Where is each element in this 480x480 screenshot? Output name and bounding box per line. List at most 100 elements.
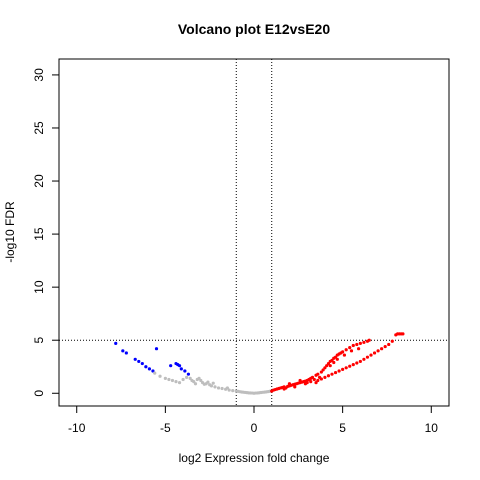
data-point-up xyxy=(383,344,387,349)
data-point-up xyxy=(355,361,359,365)
data-point-down xyxy=(147,367,152,371)
y-tick-label: 0 xyxy=(32,390,46,397)
data-point-down xyxy=(177,364,182,368)
data-point-up xyxy=(333,370,338,375)
data-point-not_significant xyxy=(197,376,201,381)
data-point-not_significant xyxy=(177,381,182,385)
data-point-not_significant xyxy=(209,384,214,388)
y-tick-label: 10 xyxy=(32,280,46,294)
y-axis-label: -log10 FDR xyxy=(3,201,17,263)
data-point-down xyxy=(137,359,141,364)
data-point-down xyxy=(114,341,118,345)
data-point-up xyxy=(367,338,371,342)
data-point-not_significant xyxy=(220,386,224,391)
data-point-not_significant xyxy=(199,378,203,383)
data-point-down xyxy=(151,369,155,373)
x-tick-label: 10 xyxy=(425,421,439,435)
data-point-down xyxy=(133,357,137,361)
data-point-down xyxy=(121,349,125,353)
data-point-up xyxy=(319,377,323,381)
data-point-up xyxy=(362,357,366,361)
data-point-down xyxy=(169,364,173,368)
data-point-up xyxy=(387,342,391,347)
data-points xyxy=(114,332,405,395)
y-tick-label: 25 xyxy=(32,121,46,135)
data-point-up xyxy=(323,375,327,379)
data-point-up xyxy=(351,343,355,348)
data-point-up xyxy=(358,359,362,364)
data-point-not_significant xyxy=(216,386,221,390)
data-point-not_significant xyxy=(153,371,157,375)
data-point-up xyxy=(293,385,297,389)
data-point-up xyxy=(321,368,325,372)
data-point-not_significant xyxy=(206,380,210,384)
data-point-not_significant xyxy=(193,382,198,386)
data-point-up xyxy=(351,363,355,367)
data-point-not_significant xyxy=(192,379,196,384)
data-point-up xyxy=(376,349,380,353)
data-point-up xyxy=(316,378,320,383)
data-point-not_significant xyxy=(167,377,171,382)
data-point-not_significant xyxy=(231,389,235,393)
reference-lines xyxy=(59,59,449,406)
x-axis: -10 -5 0 5 10 xyxy=(68,405,439,435)
data-point-down xyxy=(124,351,128,355)
data-point-not_significant xyxy=(174,379,178,384)
data-point-up xyxy=(344,366,348,370)
data-point-not_significant xyxy=(213,385,217,389)
data-point-up xyxy=(356,347,361,351)
data-point-up xyxy=(316,372,320,376)
data-point-up xyxy=(332,360,336,365)
data-point-not_significant xyxy=(170,378,175,383)
chart-title: Volcano plot E12vsE20 xyxy=(178,21,330,37)
data-point-up xyxy=(341,350,345,354)
data-point-up xyxy=(310,375,315,379)
data-point-not_significant xyxy=(211,381,215,385)
data-point-up xyxy=(326,361,331,366)
data-point-down xyxy=(144,365,148,369)
data-point-up xyxy=(372,351,377,355)
data-point-up xyxy=(362,340,366,344)
data-point-not_significant xyxy=(225,386,230,390)
x-tick-label: 5 xyxy=(339,421,346,435)
data-point-up xyxy=(330,358,334,362)
data-point-not_significant xyxy=(181,377,185,382)
data-point-up xyxy=(319,370,323,374)
data-point-up xyxy=(380,347,384,351)
data-point-up xyxy=(341,367,345,371)
data-point-up xyxy=(287,382,292,386)
data-point-down xyxy=(154,347,159,351)
data-point-not_significant xyxy=(188,376,192,381)
y-axis: 0 5 10 15 20 25 30 xyxy=(32,68,60,397)
plot-frame xyxy=(58,58,450,407)
data-point-up xyxy=(401,332,405,336)
data-point-up xyxy=(337,369,341,373)
data-point-up xyxy=(328,364,332,368)
data-point-up xyxy=(348,346,352,350)
x-axis-label: log2 Expression fold change xyxy=(179,451,330,465)
data-point-down xyxy=(186,372,191,376)
x-tick-label: -5 xyxy=(160,421,171,435)
data-point-up xyxy=(325,364,329,368)
data-point-up xyxy=(333,355,338,359)
data-point-up xyxy=(348,364,352,368)
x-tick-label: 0 xyxy=(251,421,258,435)
data-point-up xyxy=(314,381,318,385)
data-point-down xyxy=(179,367,183,371)
data-point-up xyxy=(309,379,313,384)
data-point-up xyxy=(303,382,308,386)
data-point-up xyxy=(330,372,334,376)
data-point-up xyxy=(298,378,302,383)
data-point-up xyxy=(312,377,316,382)
y-tick-label: 20 xyxy=(32,174,46,188)
data-point-up xyxy=(344,348,348,352)
data-point-up xyxy=(358,341,362,345)
data-point-down xyxy=(140,361,144,366)
y-tick-label: 30 xyxy=(32,68,46,82)
data-point-up xyxy=(326,374,331,378)
data-point-up xyxy=(390,339,394,343)
data-point-not_significant xyxy=(185,375,189,379)
data-point-down xyxy=(183,369,187,373)
